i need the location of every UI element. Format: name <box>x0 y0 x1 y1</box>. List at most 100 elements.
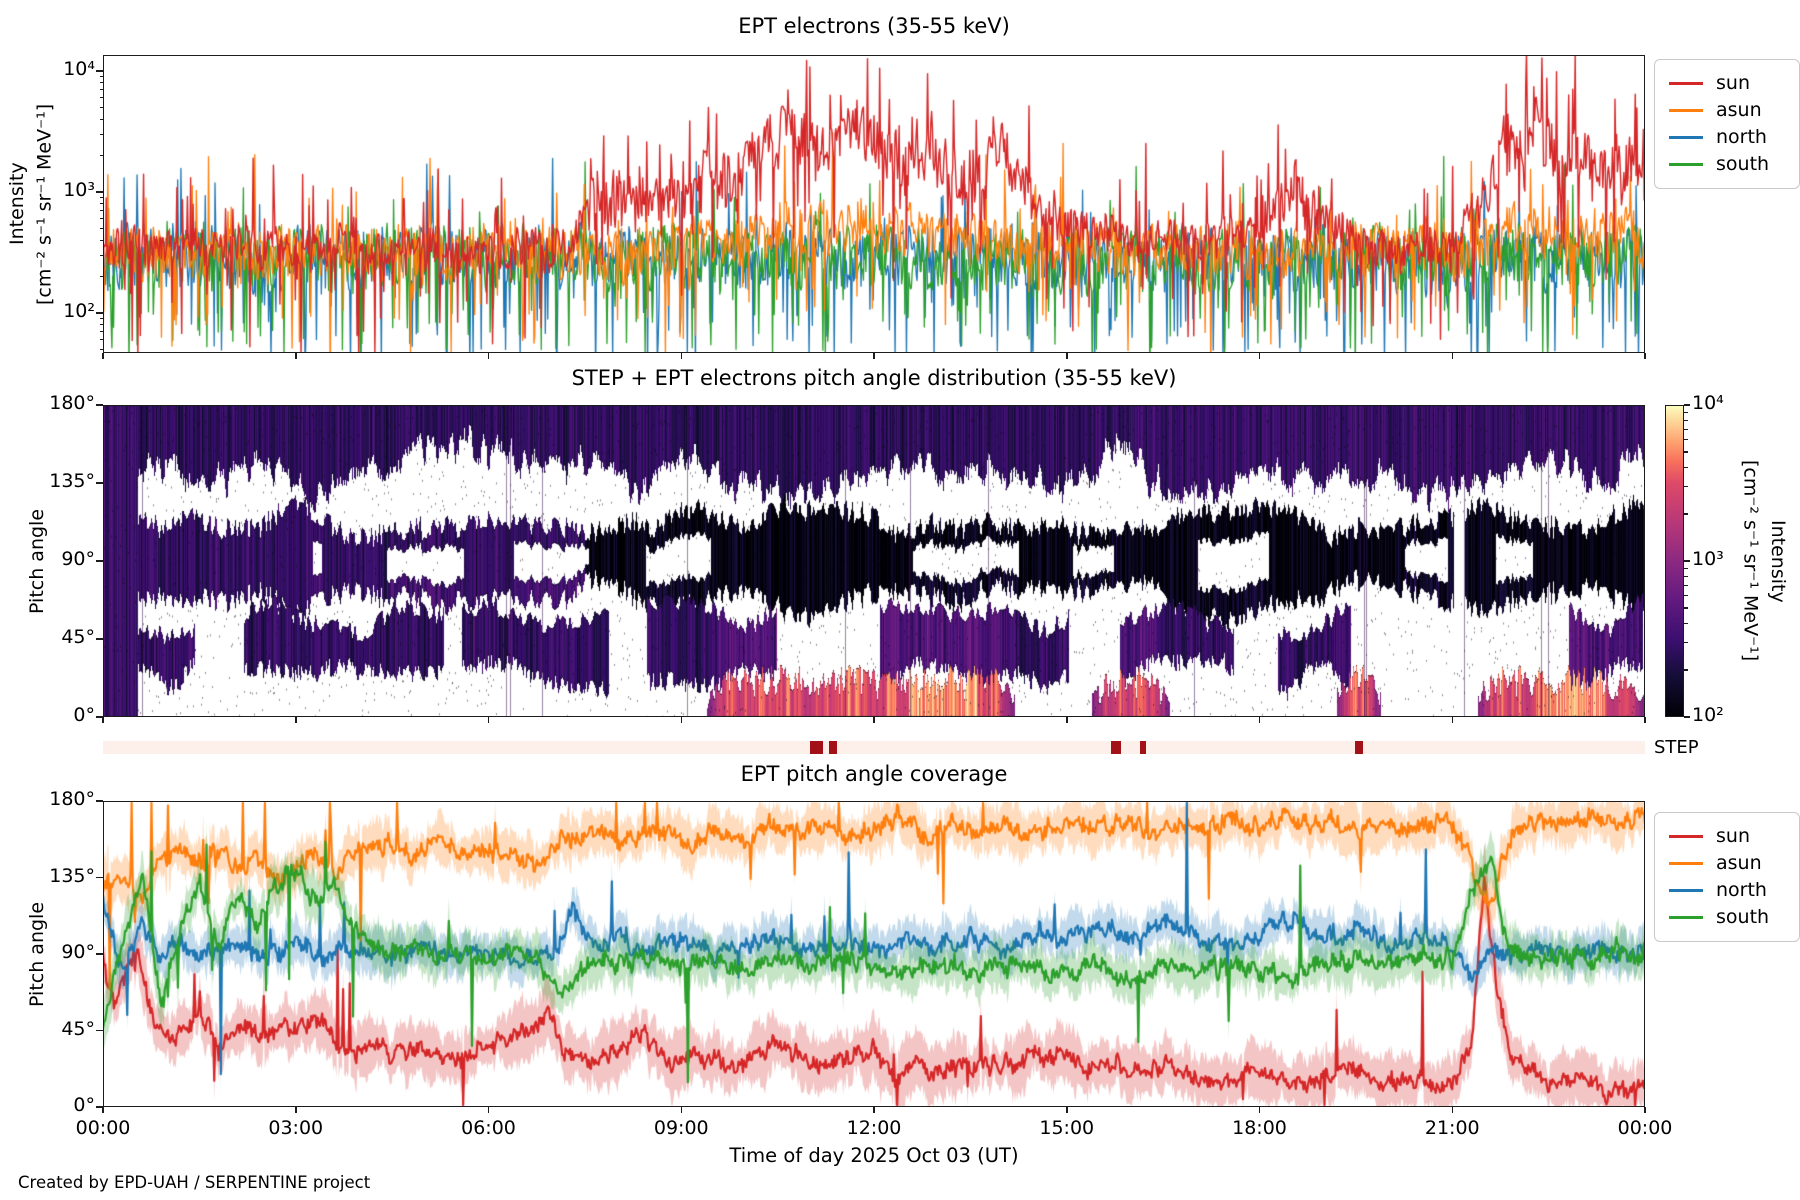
y-tick-label: 0° <box>73 1094 95 1116</box>
x-tick-label: 03:00 <box>268 1117 324 1139</box>
colorbar-tick-label: 10³ <box>1692 548 1724 570</box>
tick-mark <box>99 331 103 333</box>
tick-mark <box>99 97 103 99</box>
tick-mark <box>96 953 103 955</box>
y-tick-label: 45° <box>61 1017 95 1040</box>
tick-mark <box>99 106 103 108</box>
y-tick-label: 10⁴ <box>63 58 95 80</box>
pitch-angle-distribution-heatmap <box>103 405 1645 717</box>
tick-mark <box>99 339 103 341</box>
tick-mark <box>1684 584 1688 586</box>
legend-line-swatch <box>1669 861 1703 866</box>
legend-item-asun: asun <box>1669 101 1785 120</box>
legend-label: north <box>1716 126 1767 148</box>
tick-mark <box>99 324 103 326</box>
tick-mark <box>1684 716 1690 718</box>
y-tick-label: 135° <box>49 864 95 887</box>
legend-item-south: south <box>1669 155 1785 174</box>
tick-mark <box>873 353 875 359</box>
tick-mark <box>1684 622 1688 624</box>
tick-mark <box>96 191 103 193</box>
panel3-legend: sun asun north south <box>1654 812 1800 942</box>
tick-mark <box>1684 439 1688 441</box>
tick-mark <box>102 353 104 359</box>
tick-mark <box>99 82 103 84</box>
y-tick-label: 135° <box>49 470 95 492</box>
y-tick-label: 10² <box>63 300 95 322</box>
tick-mark <box>99 133 103 135</box>
legend-item-north: north <box>1669 128 1785 147</box>
tick-mark <box>680 717 683 723</box>
legend-line-swatch <box>1669 888 1703 893</box>
x-tick-label: 18:00 <box>1232 1117 1287 1139</box>
tick-mark <box>1684 419 1688 421</box>
x-tick-label: 15:00 <box>1039 1117 1095 1139</box>
tick-mark <box>96 482 103 484</box>
tick-mark <box>487 717 490 723</box>
x-tick-label: 00:00 <box>75 1117 131 1139</box>
legend-item-asun: asun <box>1669 854 1785 873</box>
tick-mark <box>1066 353 1068 359</box>
colorbar-tick-label: 10⁴ <box>1692 392 1724 414</box>
step-data-marker <box>809 741 823 754</box>
tick-mark <box>1684 428 1688 430</box>
tick-mark <box>96 1029 103 1032</box>
colorbar-label: Intensity [cm⁻² s⁻¹ sr⁻¹ MeV⁻¹] <box>1736 405 1791 717</box>
x-tick-label: 09:00 <box>653 1117 709 1139</box>
tick-mark <box>1684 642 1688 644</box>
tick-mark <box>99 317 103 320</box>
legend-label: sun <box>1716 825 1750 847</box>
tick-mark <box>1451 353 1454 359</box>
tick-mark <box>1066 1107 1068 1113</box>
tick-mark <box>102 1107 104 1113</box>
y-tick-label: 90° <box>61 941 95 963</box>
x-tick-label: 21:00 <box>1424 1117 1480 1139</box>
colorbar-tick-label: 10² <box>1692 704 1724 726</box>
tick-mark <box>102 717 104 723</box>
tick-mark <box>99 218 103 220</box>
step-data-marker <box>829 741 838 754</box>
tick-mark <box>487 1107 490 1113</box>
tick-mark <box>1644 717 1646 723</box>
tick-mark <box>99 203 103 205</box>
tick-mark <box>99 75 103 78</box>
tick-mark <box>96 560 103 562</box>
tick-mark <box>1066 717 1068 723</box>
tick-mark <box>1684 575 1688 577</box>
legend-label: south <box>1716 906 1770 928</box>
tick-mark <box>99 227 103 229</box>
tick-mark <box>295 717 297 723</box>
x-tick-label: 12:00 <box>846 1117 902 1139</box>
legend-item-sun: sun <box>1669 74 1785 93</box>
panel3-title: EPT pitch angle coverage <box>740 762 1008 786</box>
tick-mark <box>99 348 103 350</box>
tick-mark <box>680 353 683 359</box>
tick-mark <box>99 254 103 256</box>
legend-label: sun <box>1716 72 1750 94</box>
tick-mark <box>1644 353 1646 359</box>
legend-line-swatch <box>1669 81 1703 86</box>
tick-mark <box>99 196 103 199</box>
legend-label: asun <box>1716 852 1762 874</box>
legend-item-south: south <box>1669 908 1785 927</box>
tick-mark <box>1684 466 1688 468</box>
tick-mark <box>1684 595 1688 597</box>
tick-mark <box>99 89 103 91</box>
tick-mark <box>873 1107 875 1113</box>
tick-mark <box>1258 1107 1261 1113</box>
tick-mark <box>295 353 297 359</box>
y-tick-label: 0° <box>73 704 95 726</box>
colorbar-label-line: Intensity <box>1767 519 1790 603</box>
panel2-title: STEP + EPT electrons pitch angle distrib… <box>571 366 1177 390</box>
legend-item-north: north <box>1669 881 1785 900</box>
tick-mark <box>1684 607 1688 609</box>
tick-mark <box>1684 411 1688 413</box>
legend-line-swatch <box>1669 135 1703 140</box>
tick-mark <box>96 1106 103 1108</box>
tick-mark <box>96 876 103 879</box>
tick-mark <box>1684 560 1690 562</box>
tick-mark <box>96 70 103 72</box>
tick-mark <box>295 1107 297 1113</box>
y-tick-label: 45° <box>61 626 95 648</box>
tick-mark <box>680 1107 683 1113</box>
